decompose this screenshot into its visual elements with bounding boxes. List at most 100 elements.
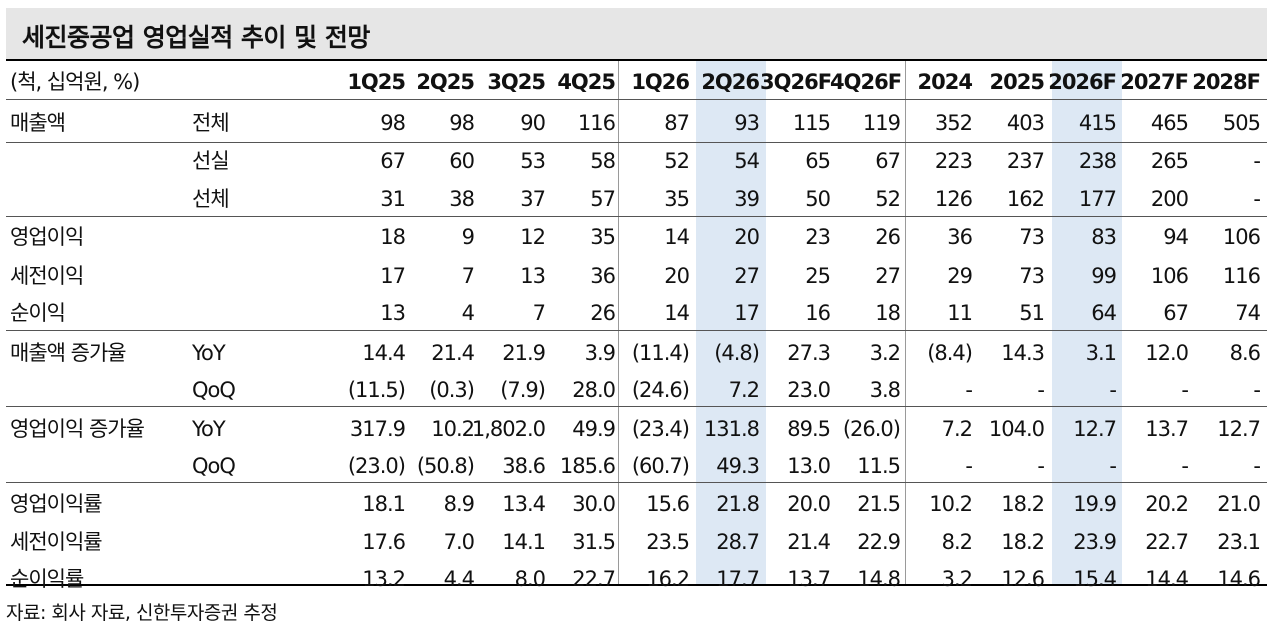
column-header-2q25: 2Q25 [416, 70, 475, 94]
column-header-3q25: 3Q25 [487, 70, 546, 94]
table-cell: 18.2 [1001, 530, 1045, 554]
table-cell: 10.2 [929, 492, 973, 516]
table-cell: 265 [1150, 149, 1189, 173]
table-cell: 11 [947, 301, 973, 325]
table-cell: 23.0 [787, 378, 831, 402]
table-cell: 83 [1091, 225, 1117, 249]
table-cell: 505 [1222, 111, 1261, 135]
table-cell: - [1037, 454, 1045, 478]
table-cell: 67 [1163, 301, 1189, 325]
table-cell: 50 [805, 187, 831, 211]
highlight-column-2026f [1052, 60, 1122, 584]
table-cell: 106 [1150, 264, 1189, 288]
table-cell: 67 [380, 149, 406, 173]
table-title: 세진중공업 영업실적 추이 및 전망 [22, 23, 370, 52]
column-header-2026f: 2026F [1048, 70, 1117, 94]
table-cell: 87 [664, 111, 690, 135]
table-cell: 26 [875, 225, 901, 249]
table-cell: 29 [947, 264, 973, 288]
table-cell: (0.3) [429, 378, 475, 402]
unit-label: (척, 십억원, %) [10, 70, 140, 94]
table-cell: - [965, 378, 973, 402]
table-cell: - [1109, 378, 1117, 402]
table-cell: 12.6 [1001, 567, 1045, 591]
table-cell: (24.6) [631, 378, 690, 402]
table-cell: - [1181, 378, 1189, 402]
table-cell: 30.0 [572, 492, 616, 516]
table-cell: 22.9 [857, 530, 901, 554]
table-cell: 53 [520, 149, 546, 173]
table-cell: 3.1 [1085, 341, 1117, 365]
table-cell: 8.0 [514, 567, 546, 591]
table-cell: 64 [1091, 301, 1117, 325]
table-cell: 60 [449, 149, 475, 173]
table-cell: 57 [590, 187, 616, 211]
table-cell: (7.9) [500, 378, 546, 402]
table-cell: 131.8 [703, 417, 760, 441]
table-cell: 14.3 [1001, 341, 1045, 365]
table-cell: 8.6 [1229, 341, 1261, 365]
row-label: 매출액 [10, 111, 66, 135]
table-cell: 3.2 [941, 567, 973, 591]
table-cell: 17.7 [716, 567, 760, 591]
rule-revenue-growth [6, 406, 1267, 407]
table-cell: - [1037, 378, 1045, 402]
table-cell: 352 [934, 111, 973, 135]
table-cell: 99 [1091, 264, 1117, 288]
table-cell: 14.1 [502, 530, 546, 554]
table-cell: 20.0 [787, 492, 831, 516]
table-cell: 39 [734, 187, 760, 211]
highlight-column-2q26 [696, 60, 766, 584]
row-sublabel: 선실 [192, 149, 230, 173]
table-cell: 65 [805, 149, 831, 173]
table-cell: 115 [792, 111, 831, 135]
table-cell: 52 [664, 149, 690, 173]
table-cell: 23.9 [1073, 530, 1117, 554]
row-sublabel: YoY [192, 417, 226, 441]
table-cell: 37 [520, 187, 546, 211]
table-cell: 7.2 [941, 417, 973, 441]
column-header-3q26f: 3Q26F [760, 70, 832, 94]
table-cell: 35 [590, 225, 616, 249]
table-cell: 21.4 [787, 530, 831, 554]
table-cell: 51 [1019, 301, 1045, 325]
table-cell: 317.9 [349, 417, 406, 441]
table-cell: 119 [862, 111, 901, 135]
table-cell: 28.7 [716, 530, 760, 554]
table-cell: 415 [1078, 111, 1117, 135]
table-cell: 3.9 [584, 341, 616, 365]
row-sublabel: 전체 [192, 111, 230, 135]
row-label: 영업이익률 [10, 492, 103, 516]
table-cell: 238 [1078, 149, 1117, 173]
column-separator-1 [618, 60, 619, 584]
table-cell: 17 [380, 264, 406, 288]
table-cell: 237 [1006, 149, 1045, 173]
table-cell: 23.5 [646, 530, 690, 554]
table-cell: 116 [1222, 264, 1261, 288]
table-cell: 13 [380, 301, 406, 325]
table-cell: 13.2 [362, 567, 406, 591]
column-header-2027f: 2027F [1120, 70, 1189, 94]
table-cell: (50.8) [416, 454, 475, 478]
table-cell: 27 [734, 264, 760, 288]
table-cell: 3.2 [869, 341, 901, 365]
column-header-2q26: 2Q26 [701, 70, 760, 94]
rule-profit [6, 330, 1267, 331]
table-cell: (8.4) [927, 341, 973, 365]
table-cell: 13.7 [1145, 417, 1189, 441]
source-note: 자료: 회사 자료, 신한투자증권 추정 [6, 602, 278, 624]
row-label: 매출액 증가율 [10, 341, 127, 365]
column-header-2025: 2025 [989, 70, 1045, 94]
row-sublabel: YoY [192, 341, 226, 365]
table-cell: 403 [1006, 111, 1045, 135]
table-cell: 7.2 [728, 378, 760, 402]
column-header-1q25: 1Q25 [347, 70, 406, 94]
table-cell: 13.0 [787, 454, 831, 478]
table-cell: 3.8 [869, 378, 901, 402]
table-cell: - [1253, 378, 1261, 402]
row-sublabel: QoQ [192, 378, 236, 402]
table-cell: 20 [664, 264, 690, 288]
table-cell: (23.0) [347, 454, 406, 478]
table-cell: 73 [1019, 264, 1045, 288]
table-cell: 104.0 [988, 417, 1045, 441]
